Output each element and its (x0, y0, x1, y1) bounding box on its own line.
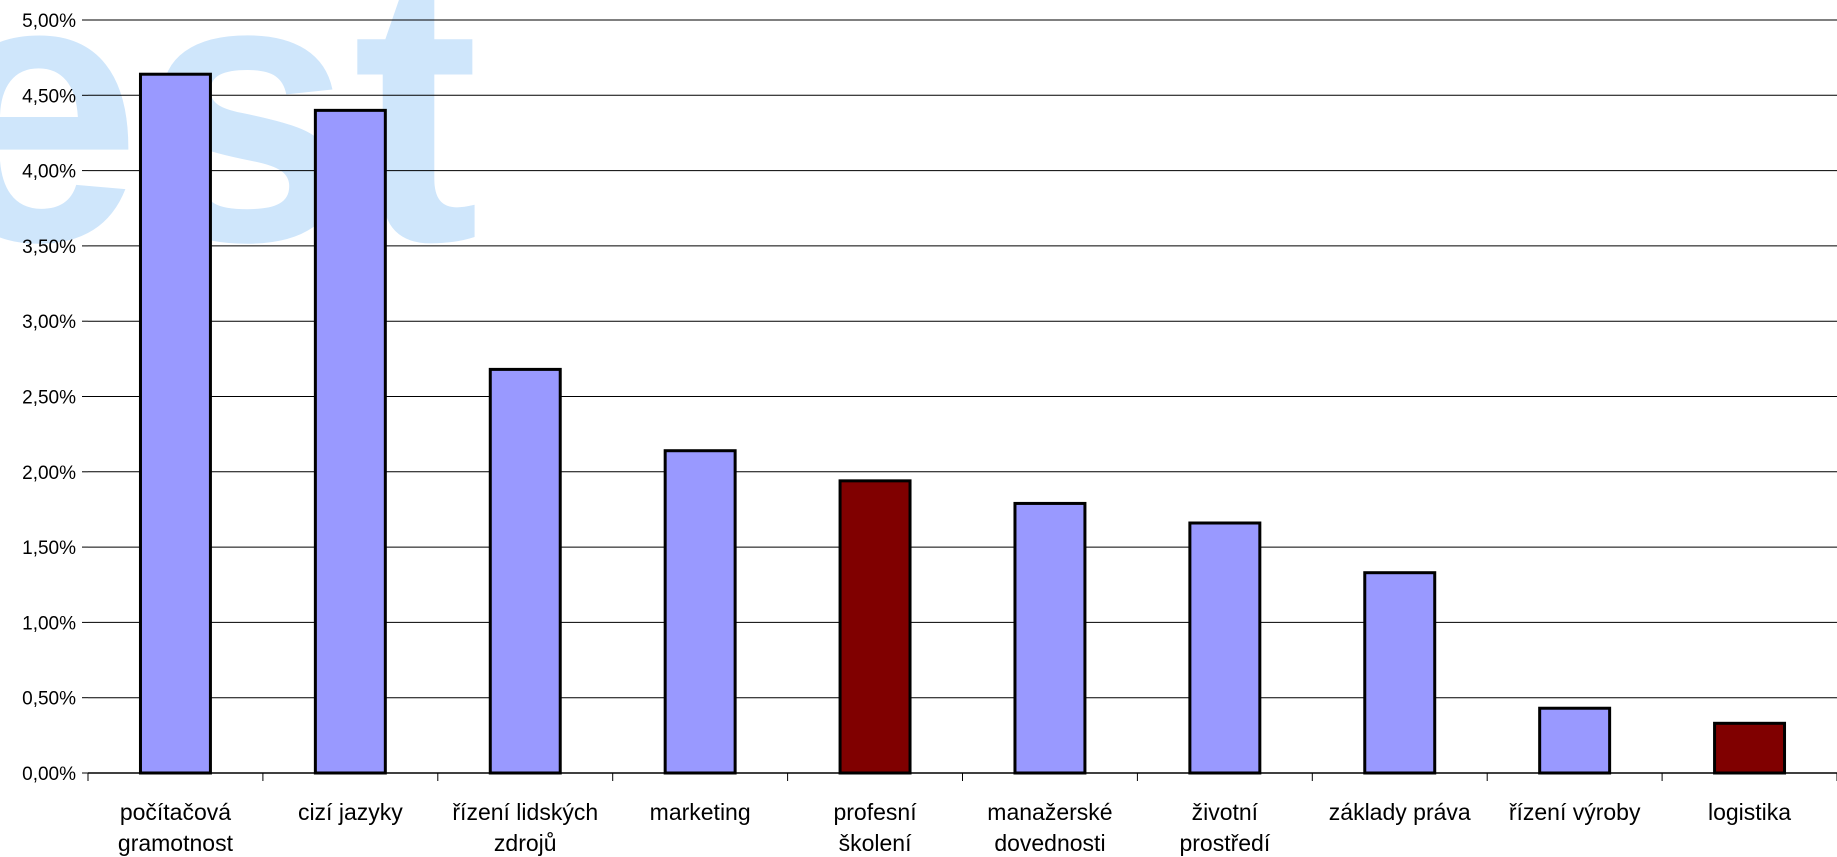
x-category-label-line: dovednosti (994, 830, 1105, 856)
x-category-label: řízení výroby (1509, 799, 1641, 825)
x-category-label: řízení lidských zdrojů (452, 799, 598, 856)
bar (1188, 521, 1262, 775)
bar (1713, 721, 1787, 775)
x-category-label-line: cizí jazyky (298, 799, 403, 825)
x-category-label-line: školení (839, 830, 912, 856)
x-category-label-line: profesní (833, 799, 917, 825)
y-tick-label: 0,50% (22, 689, 76, 710)
y-tick-label: 3,50% (22, 237, 76, 258)
x-category-label-line: řízení lidských (452, 799, 598, 825)
y-tick-label: 2,50% (22, 388, 76, 409)
y-tick-label: 3,00% (22, 312, 76, 333)
y-tick-label: 1,00% (22, 613, 76, 634)
bar (838, 479, 912, 775)
watermark-text: est (0, 0, 479, 321)
x-category-label-line: marketing (650, 799, 751, 825)
bar (1363, 571, 1437, 775)
x-category-label-line: manažerské (987, 799, 1112, 825)
bar (488, 367, 562, 775)
x-category-label-line: životní (1192, 799, 1259, 825)
x-category-label: počítačová gramotnost (118, 799, 234, 856)
y-tick-label: 1,50% (22, 538, 76, 559)
x-axis (87, 772, 1837, 781)
x-category-label-line: gramotnost (118, 830, 234, 856)
bar (1538, 706, 1612, 775)
x-category-label: manažerské dovednosti (987, 799, 1112, 856)
x-category-label-line: počítačová (120, 799, 231, 825)
x-axis-labels: počítačová gramotnost cizí jazyky řízení li… (118, 799, 1791, 856)
y-tick-label: 5,00% (22, 11, 76, 32)
x-category-label: životní prostředí (1179, 799, 1270, 856)
y-tick-label: 4,00% (22, 162, 76, 183)
y-tick-label: 0,00% (22, 764, 76, 785)
bar (663, 449, 737, 775)
x-category-label-line: řízení výroby (1509, 799, 1641, 825)
x-category-label: marketing (650, 799, 751, 825)
watermark: est (0, 0, 479, 321)
bar (1013, 501, 1087, 775)
x-category-label-line: základy práva (1329, 799, 1471, 825)
x-category-label: logistika (1708, 799, 1791, 825)
x-category-label-line: logistika (1708, 799, 1791, 825)
y-tick-label: 2,00% (22, 463, 76, 484)
bar (313, 108, 387, 775)
y-tick-label: 4,50% (22, 86, 76, 107)
x-category-label-line: zdrojů (494, 830, 557, 856)
x-category-label: základy práva (1329, 799, 1471, 825)
x-category-label: profesní školení (833, 799, 917, 856)
x-category-label: cizí jazyky (298, 799, 403, 825)
x-category-label-line: prostředí (1179, 830, 1270, 856)
bars (138, 72, 1787, 775)
y-axis-ticks: 0,00% 0,50% 1,00% 1,50% 2,00% 2,50% 3,00% 3,50%… (22, 11, 88, 785)
bar (138, 72, 212, 775)
